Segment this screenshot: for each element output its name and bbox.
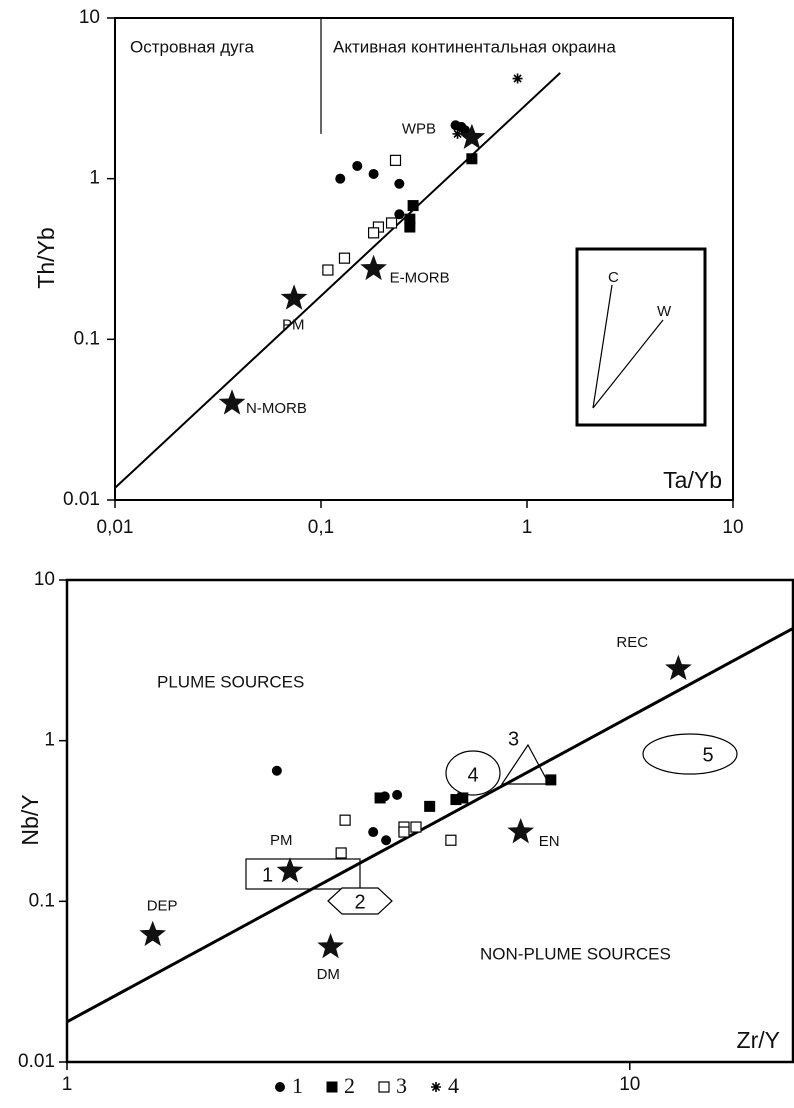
reference-star — [218, 389, 246, 415]
x-tick-label: 10 — [619, 1074, 640, 1095]
y-tick-label: 10 — [79, 7, 100, 28]
field-label: 5 — [702, 744, 713, 766]
reference-star — [280, 284, 308, 310]
y-axis-title: Nb/Y — [17, 794, 43, 845]
data-point — [450, 794, 462, 806]
legend-marker — [275, 1082, 285, 1092]
data-point — [407, 200, 419, 212]
field-label: 2 — [354, 891, 365, 913]
y-axis-title: Th/Yb — [33, 227, 59, 288]
field-shape — [245, 858, 361, 890]
data-point — [322, 264, 334, 276]
legend-label: 1 — [292, 1073, 303, 1098]
x-tick-label: 0,01 — [97, 517, 134, 538]
field-shape — [327, 887, 393, 915]
region-label: Островная дуга — [130, 37, 254, 56]
x-tick-label: 0,1 — [308, 517, 334, 538]
data-point — [367, 227, 380, 239]
reference-label: N-MORB — [246, 400, 307, 417]
region-label: PLUME SOURCES — [157, 672, 304, 691]
data-point — [445, 834, 457, 846]
data-point — [352, 160, 363, 171]
reference-star — [665, 654, 692, 681]
data-point — [410, 821, 422, 833]
reference-star — [139, 920, 166, 946]
reference-star — [458, 123, 486, 149]
region-label: NON-PLUME SOURCES — [480, 944, 671, 963]
y-tick-label: 1 — [89, 168, 100, 189]
data-point — [385, 217, 398, 229]
data-point — [335, 847, 347, 859]
data-point — [389, 154, 402, 166]
legend-marker — [378, 1081, 390, 1093]
x-tick-label: 1 — [62, 1074, 73, 1095]
legend-marker — [326, 1081, 338, 1093]
y-tick-label: 0.1 — [29, 890, 55, 911]
y-tick-label: 10 — [34, 569, 55, 590]
data-point — [394, 178, 405, 189]
field-label: 3 — [508, 728, 519, 750]
data-point — [466, 153, 478, 165]
inset-box — [575, 247, 707, 427]
reference-star — [276, 857, 304, 883]
y-tick-label: 1 — [44, 730, 55, 751]
field-label: 4 — [467, 764, 478, 786]
reference-star — [317, 933, 344, 959]
reference-label: DEP — [147, 898, 178, 915]
plot-frame — [65, 578, 794, 1064]
reference-label: E-MORB — [390, 270, 450, 287]
data-point — [404, 213, 416, 225]
data-point — [404, 221, 416, 233]
data-point — [459, 125, 470, 136]
data-point — [368, 827, 379, 838]
inset-vector — [592, 319, 664, 409]
field-shape — [500, 743, 551, 785]
reference-label: PM — [282, 316, 305, 333]
legend-label: 4 — [448, 1073, 459, 1098]
data-point — [512, 73, 523, 84]
reference-label: WPB — [402, 121, 436, 138]
trend-line — [66, 627, 794, 1024]
data-point — [457, 792, 469, 804]
data-point — [339, 814, 351, 826]
inset-label: W — [657, 303, 672, 320]
field-shape — [642, 733, 738, 775]
data-point — [374, 792, 386, 804]
x-axis-title: Zr/Y — [737, 1027, 780, 1053]
reference-star — [507, 818, 534, 844]
reference-label: REC — [616, 634, 648, 651]
reference-label: EN — [539, 833, 560, 850]
data-point — [545, 774, 557, 786]
data-point — [424, 800, 436, 812]
x-axis-title: Ta/Yb — [663, 467, 722, 493]
legend-label: 3 — [396, 1073, 407, 1098]
y-tick-label: 0.01 — [18, 1051, 55, 1072]
plot-frame — [114, 17, 734, 501]
reference-star — [360, 254, 387, 281]
data-point — [381, 835, 392, 846]
legend-label: 2 — [344, 1073, 355, 1098]
data-point — [394, 209, 405, 220]
data-point — [452, 128, 463, 139]
data-point — [335, 173, 346, 184]
trend-line — [114, 72, 561, 489]
inset-label: C — [608, 269, 619, 286]
reference-label: DM — [317, 966, 340, 983]
data-point — [398, 826, 410, 838]
legend-marker — [431, 1082, 441, 1092]
field-shape — [445, 750, 501, 796]
data-point — [368, 168, 379, 179]
data-point — [338, 252, 351, 264]
y-tick-label: 0.01 — [63, 489, 100, 510]
region-label: Активная континентальная окраина — [333, 37, 616, 56]
data-point — [271, 765, 282, 776]
inset-vector — [592, 284, 613, 409]
data-point — [392, 789, 403, 800]
y-tick-label: 0.1 — [74, 328, 100, 349]
field-label: 1 — [262, 864, 273, 886]
x-tick-label: 10 — [722, 517, 743, 538]
reference-label: PM — [270, 832, 293, 849]
x-tick-label: 1 — [522, 517, 533, 538]
